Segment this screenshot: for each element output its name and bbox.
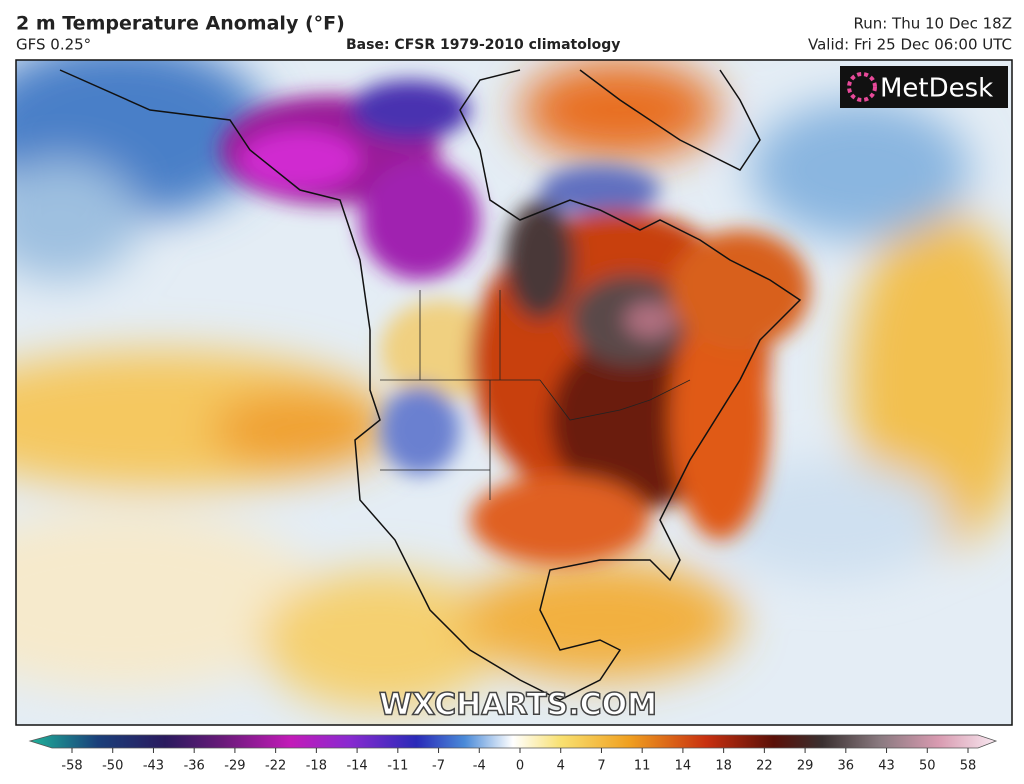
map-field bbox=[16, 60, 1012, 725]
colorbar-tick-label: 4 bbox=[557, 759, 565, 774]
colorbar-tick-label: 29 bbox=[797, 759, 814, 774]
map-title: 2 m Temperature Anomaly (°F) bbox=[16, 13, 345, 35]
colorbar-tick-label: -50 bbox=[102, 759, 123, 774]
colorbar-tick-label: -4 bbox=[473, 759, 486, 774]
colorbar-tick-label: 58 bbox=[960, 759, 977, 774]
watermark: WXCHARTS.COM bbox=[379, 688, 657, 723]
colorbar-tick-label: -7 bbox=[432, 759, 445, 774]
valid-label: Valid: Fri 25 Dec 06:00 UTC bbox=[808, 36, 1012, 54]
colorbar bbox=[28, 734, 998, 749]
logo: MetDesk bbox=[880, 74, 993, 104]
colorbar-tick-label: -18 bbox=[306, 759, 327, 774]
colorbar-tick-label: -29 bbox=[224, 759, 245, 774]
colorbar-tick-label: 14 bbox=[675, 759, 692, 774]
colorbar-tick-label: 11 bbox=[634, 759, 651, 774]
colorbar-tick-label: 36 bbox=[838, 759, 855, 774]
colorbar-tick-label: 50 bbox=[919, 759, 936, 774]
logo-box bbox=[840, 66, 1008, 108]
colorbar-tick-label: -58 bbox=[61, 759, 82, 774]
colorbar-tick-label: 43 bbox=[878, 759, 895, 774]
colorbar-tick-label: 7 bbox=[597, 759, 605, 774]
colorbar-tick-label: 22 bbox=[756, 759, 773, 774]
run-label: Run: Thu 10 Dec 18Z bbox=[853, 15, 1012, 33]
base-label: Base: CFSR 1979-2010 climatology bbox=[346, 37, 620, 53]
colorbar-tick-label: 18 bbox=[715, 759, 732, 774]
model-label: GFS 0.25° bbox=[16, 36, 91, 54]
colorbar-tick-label: -36 bbox=[184, 759, 205, 774]
colorbar-tick-label: 0 bbox=[516, 759, 524, 774]
colorbar-tick-label: -14 bbox=[346, 759, 367, 774]
colorbar-tick-label: -11 bbox=[387, 759, 408, 774]
colorbar-ticks: -58 -50 -43 -36 -29 -22 -18 -14 -11 -7 -4 0 4 7 11 14 18… bbox=[61, 748, 976, 774]
colorbar-tick-label: -22 bbox=[265, 759, 286, 774]
colorbar-tick-label: -43 bbox=[143, 759, 164, 774]
